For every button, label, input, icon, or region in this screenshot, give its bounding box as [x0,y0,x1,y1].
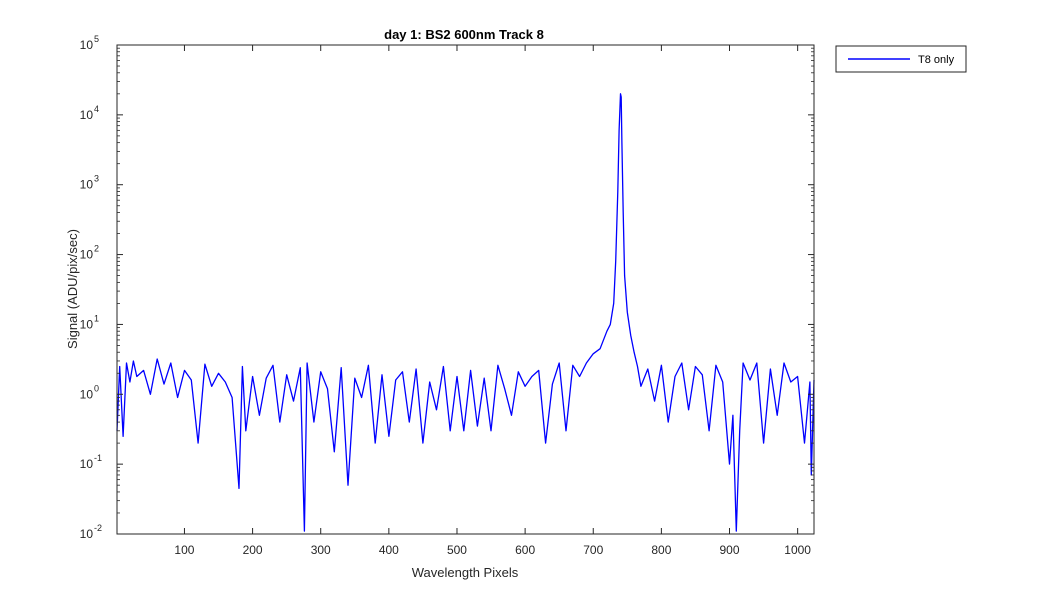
y-tick-label: 10 [80,248,94,262]
y-tick-exponent: -2 [94,523,102,533]
x-tick-label: 600 [515,543,535,557]
y-tick-label: 10 [80,178,94,192]
legend: T8 only [835,45,967,73]
y-tick-exponent: 1 [94,313,99,323]
series-layer [116,93,815,532]
x-axis-label: Wavelength Pixels [412,565,519,580]
legend-entry-t8-only: T8 only [918,54,955,66]
x-tick-label: 500 [447,543,467,557]
x-tick-label: 700 [583,543,603,557]
x-tick-label: 400 [379,543,399,557]
x-tick-label: 200 [243,543,263,557]
y-tick-label: 10 [80,317,94,331]
y-tick-label: 10 [80,387,94,401]
chart-title: day 1: BS2 600nm Track 8 [384,27,544,42]
y-tick-label: 10 [80,527,94,541]
y-tick-exponent: 4 [94,104,99,114]
plot-frame [116,44,815,535]
y-tick-exponent: 2 [94,244,99,254]
y-tick-exponent: 0 [94,383,99,393]
x-tick-label: 1000 [784,543,811,557]
x-tick-label: 300 [311,543,331,557]
x-tick-label: 100 [174,543,194,557]
y-tick-exponent: -1 [94,453,102,463]
y-tick-label: 10 [80,457,94,471]
x-axis: 100 200 300 400 500 600 700 800 900 1000 [174,45,811,557]
y-tick-exponent: 3 [94,174,99,184]
x-tick-label: 800 [651,543,671,557]
y-tick-label: 10 [80,38,94,52]
x-tick-label: 900 [719,543,739,557]
y-axis-label: Signal (ADU/pix/sec) [65,229,80,349]
series-line-0 [116,93,815,532]
y-tick-exponent: 5 [94,34,99,44]
y-tick-label: 10 [80,108,94,122]
